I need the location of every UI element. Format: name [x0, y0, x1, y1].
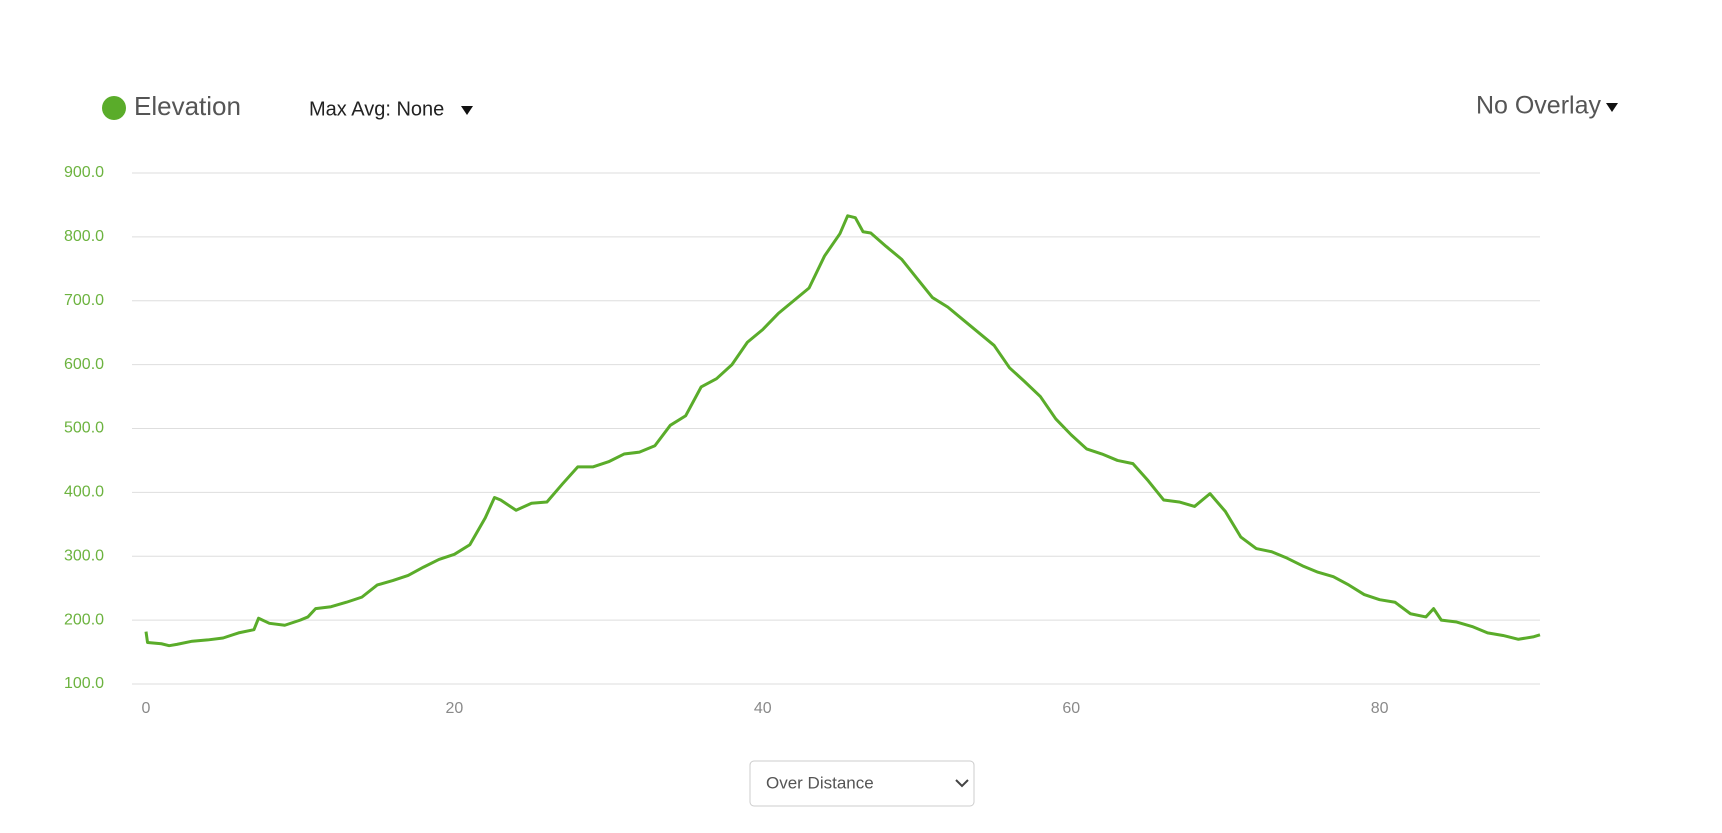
y-tick-label: 100.0 [64, 675, 104, 692]
dropdown-caret [461, 106, 473, 115]
plot-area: 100.0 200.0 300.0 400.0 500.0 600.0 700.0 800.0… [64, 164, 1541, 717]
legend-marker [102, 96, 126, 120]
overlay-dropdown[interactable]: No Overlay [1476, 92, 1618, 120]
y-tick-label: 600.0 [64, 356, 104, 373]
y-tick-label: 500.0 [64, 420, 104, 437]
y-tick-label: 300.0 [64, 547, 104, 564]
x-tick-label: 20 [446, 700, 464, 717]
y-tick-label: 200.0 [64, 611, 104, 628]
y-tick-label: 800.0 [64, 228, 104, 245]
select-label: Over Distance [766, 773, 874, 792]
y-tick-label: 400.0 [64, 484, 104, 501]
x-tick-label: 60 [1062, 700, 1080, 717]
select-chevron [955, 779, 969, 788]
x-tick-label: 80 [1371, 700, 1389, 717]
y-tick-label: 900.0 [64, 164, 104, 181]
max-avg-dropdown[interactable]: Max Avg: None [309, 98, 473, 120]
dropdown-caret [1606, 103, 1618, 112]
overlay-label: No Overlay [1476, 92, 1602, 120]
elevation-line [144, 214, 1541, 648]
legend-label: Elevation [134, 91, 241, 121]
x-tick-label: 0 [142, 700, 151, 717]
select-box [749, 760, 975, 807]
max-avg-label: Max Avg: None [309, 98, 444, 120]
x-mode-select[interactable]: Over Distance [749, 760, 975, 807]
x-tick-label: 40 [754, 700, 772, 717]
y-tick-label: 700.0 [64, 292, 104, 309]
